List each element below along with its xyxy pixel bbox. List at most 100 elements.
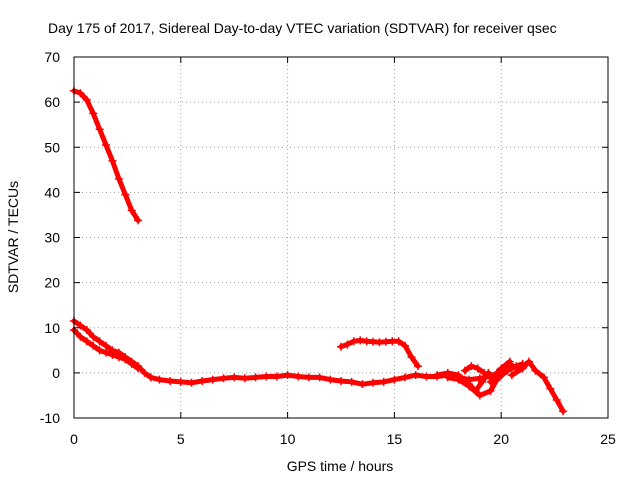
data-point (524, 357, 533, 366)
series-track-late-b (443, 373, 501, 400)
data-point (121, 190, 130, 199)
data-point (347, 377, 356, 386)
data-point (390, 375, 399, 384)
y-tick-label: -10 (40, 410, 60, 426)
data-point (475, 391, 484, 400)
data-point (304, 373, 313, 382)
series-line (509, 359, 566, 414)
data-point (155, 375, 164, 384)
data-point (219, 374, 228, 383)
data-point (358, 380, 367, 389)
axis-ticks: 0 5 10 15 20 25 -10 0 10 20 30 40 50 60 70 (40, 49, 616, 447)
chart-title: Day 175 of 2017, Sidereal Day-to-day VTE… (48, 20, 557, 36)
data-point (460, 366, 469, 375)
data-point (486, 386, 495, 395)
data-point (539, 373, 548, 382)
y-tick-label: 50 (44, 139, 60, 155)
y-tick-label: 70 (44, 49, 60, 65)
data-point (208, 375, 217, 384)
data-point (146, 373, 155, 382)
data-point (166, 376, 175, 385)
data-point (546, 384, 555, 393)
data-point (401, 373, 410, 382)
data-point (480, 368, 489, 377)
data-point (76, 321, 85, 330)
data-point (413, 362, 422, 371)
data-point (283, 371, 292, 380)
data-point (349, 337, 358, 346)
y-tick-label: 20 (44, 275, 60, 291)
data-point (433, 371, 442, 380)
data-point (507, 371, 516, 380)
data-point (512, 362, 521, 371)
data-point (187, 378, 196, 387)
data-point (82, 326, 91, 335)
data-point (127, 359, 136, 368)
data-point (262, 372, 271, 381)
data-point (108, 350, 117, 359)
data-point (473, 364, 482, 373)
data-point (127, 206, 136, 215)
data-point (552, 395, 561, 404)
data-point (394, 337, 403, 346)
series-track-mid-hump (337, 336, 422, 371)
data-point (326, 375, 335, 384)
y-axis-title: SDTVAR / TECUs (5, 181, 21, 293)
data-point (95, 125, 104, 134)
x-tick-label: 10 (280, 431, 296, 447)
data-point (102, 140, 111, 149)
series-track-late-e (507, 357, 568, 416)
y-tick-label: 10 (44, 320, 60, 336)
data-series-layer (70, 86, 568, 416)
data-point (82, 337, 91, 346)
series-track-high-decay (70, 86, 143, 225)
data-point (401, 341, 410, 350)
data-point (198, 376, 207, 385)
y-tick-label: 60 (44, 94, 60, 110)
x-tick-label: 5 (177, 431, 185, 447)
data-point (95, 346, 104, 355)
data-point (315, 373, 324, 382)
y-tick-label: 30 (44, 230, 60, 246)
data-point (251, 373, 260, 382)
data-point (454, 375, 463, 384)
data-point (102, 341, 111, 350)
x-tick-label: 20 (493, 431, 509, 447)
series-track-low-decay (70, 316, 506, 389)
data-point (467, 362, 476, 371)
x-axis-title: GPS time / hours (287, 458, 394, 474)
data-point (176, 377, 185, 386)
data-point (356, 336, 365, 345)
data-point (89, 341, 98, 350)
x-tick-label: 25 (600, 431, 616, 447)
x-tick-label: 15 (387, 431, 403, 447)
data-point (337, 376, 345, 385)
data-point (486, 377, 495, 386)
data-point (505, 359, 514, 368)
data-point (531, 366, 540, 375)
data-point (230, 373, 239, 382)
series-line (71, 88, 141, 223)
data-point (294, 372, 303, 381)
data-point (411, 371, 420, 380)
data-point (492, 368, 501, 377)
data-point (422, 372, 431, 381)
data-point (503, 366, 512, 375)
data-point (134, 216, 143, 225)
data-point (407, 353, 416, 362)
data-point (477, 377, 486, 386)
data-point (559, 407, 568, 416)
y-tick-label: 40 (44, 184, 60, 200)
series-track-low-spread (70, 326, 143, 373)
y-tick-label: 0 (52, 365, 60, 381)
data-point (89, 332, 98, 341)
data-point (95, 337, 104, 346)
data-point (121, 355, 130, 364)
data-point (134, 364, 143, 373)
data-point (337, 342, 345, 351)
data-point (379, 377, 388, 386)
data-point (465, 382, 474, 391)
data-point (140, 368, 149, 377)
data-point (89, 109, 98, 118)
